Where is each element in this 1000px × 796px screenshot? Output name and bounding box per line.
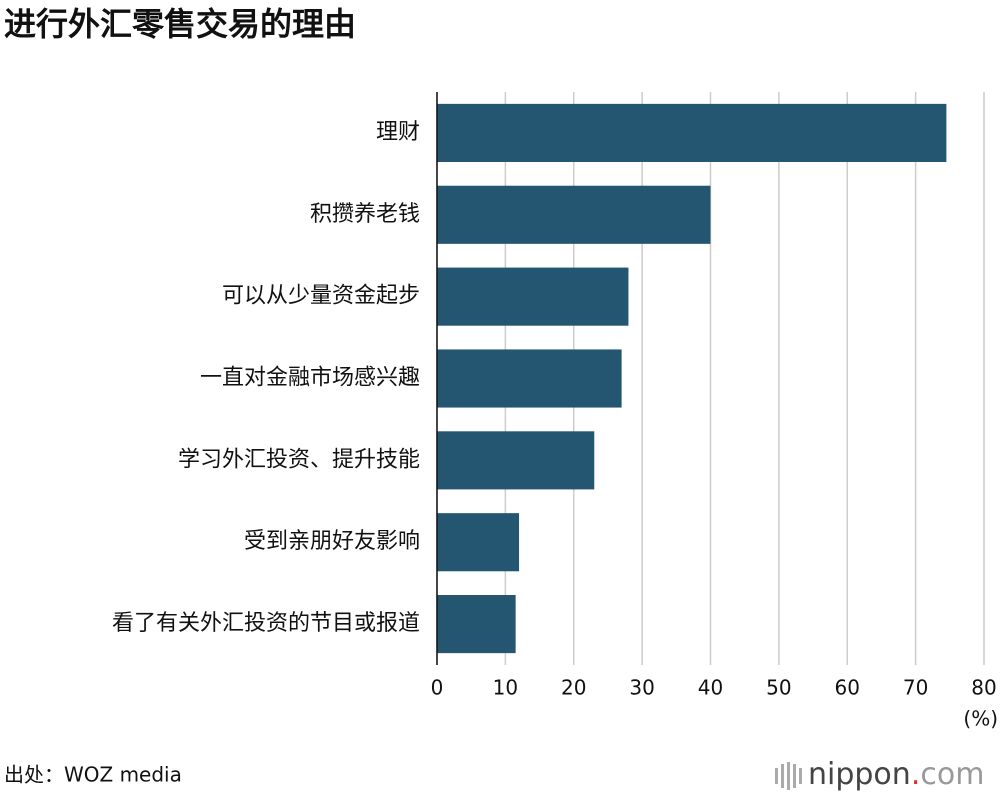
bar: [437, 431, 595, 490]
x-tick-label: 20: [561, 676, 586, 700]
brand-tld: com: [920, 757, 984, 792]
x-tick-label: 10: [493, 676, 518, 700]
y-tick-label: 学习外汇投资、提升技能: [178, 447, 420, 472]
y-tick-label: 可以从少量资金起步: [222, 284, 420, 309]
y-tick-label: 受到亲朋好友影响: [244, 529, 420, 554]
bar: [437, 595, 516, 654]
y-tick-label: 一直对金融市场感兴趣: [200, 366, 420, 391]
brand: nippon.com: [808, 757, 984, 792]
chart-title: 进行外汇零售交易的理由: [4, 5, 356, 43]
x-tick-label: 80: [971, 676, 996, 700]
brand-name: nippon: [808, 757, 911, 792]
y-tick-label: 积攒养老钱: [310, 202, 420, 227]
y-tick-label: 看了有关外汇投资的节目或报道: [112, 611, 420, 636]
brand-logo: nippon.com: [775, 757, 984, 792]
bar: [437, 185, 711, 244]
logo-icon: [775, 762, 802, 790]
bar: [437, 513, 520, 572]
x-tick-label: 50: [766, 676, 791, 700]
x-tick-label: 40: [698, 676, 723, 700]
bar: [437, 349, 622, 408]
x-tick-label: 70: [903, 676, 928, 700]
x-axis-label: (%): [963, 707, 998, 731]
bar: [437, 267, 629, 326]
y-tick-label: 理财: [376, 120, 420, 145]
bar: [437, 103, 947, 162]
x-tick-label: 60: [835, 676, 860, 700]
brand-dot: .: [911, 757, 921, 792]
source: 出处：WOZ media: [4, 763, 182, 787]
x-tick-label: 30: [629, 676, 654, 700]
x-tick-label: 0: [431, 676, 444, 700]
